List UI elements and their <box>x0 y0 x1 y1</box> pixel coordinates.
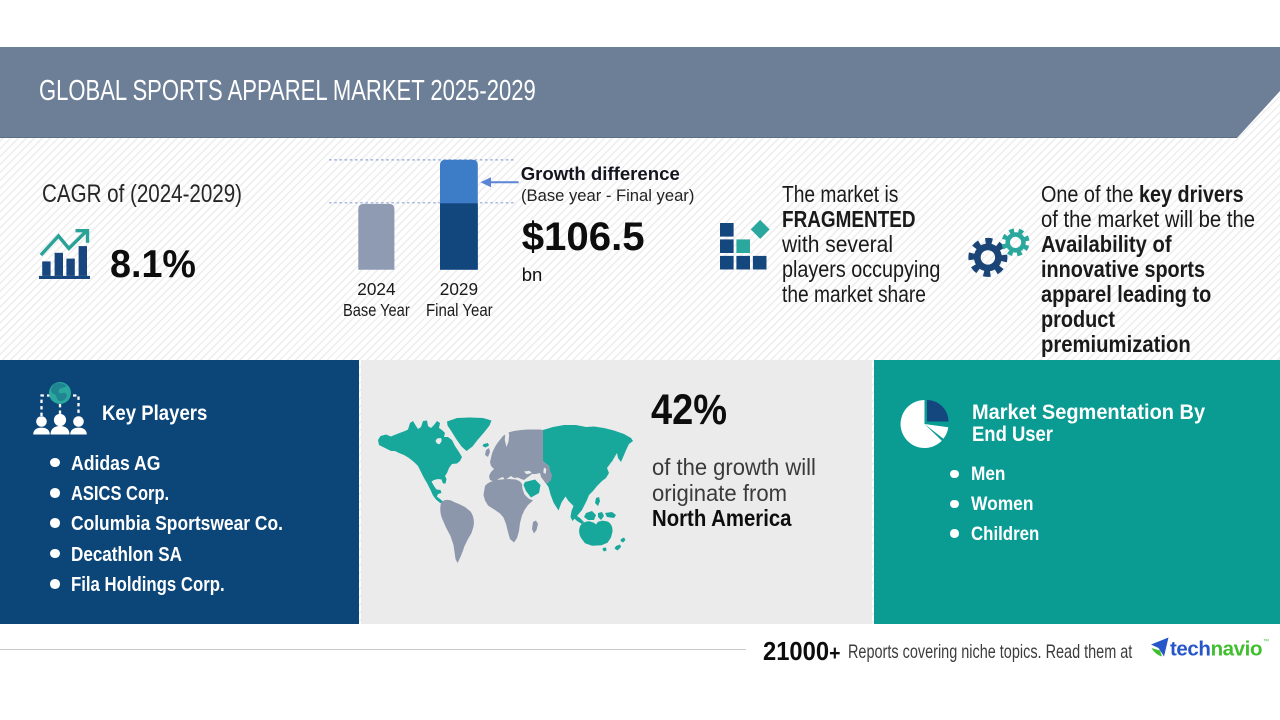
svg-text:technavio: technavio <box>1170 638 1262 661</box>
svg-text:™: ™ <box>1263 638 1269 645</box>
